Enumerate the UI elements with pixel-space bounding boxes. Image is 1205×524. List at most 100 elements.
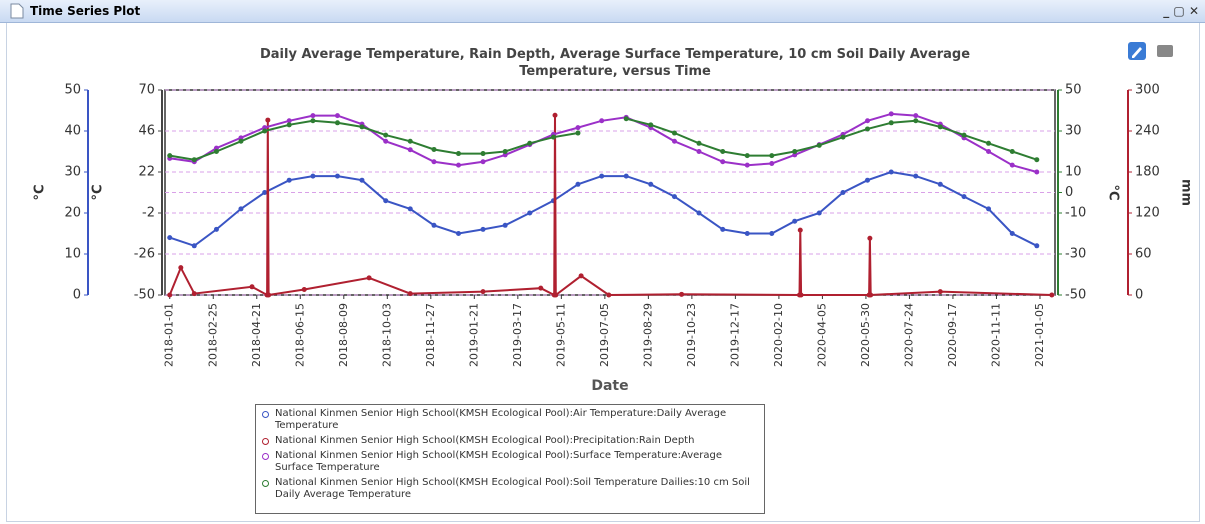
y-tick-label: 10 — [1065, 165, 1082, 180]
data-point — [238, 138, 244, 144]
legend-item[interactable]: National Kinmen Senior High School(KMSH … — [262, 477, 758, 501]
x-tick-label: 2019-03-17 — [511, 303, 524, 367]
data-point — [888, 111, 894, 117]
data-point — [265, 117, 271, 123]
data-point — [366, 275, 372, 281]
data-point — [480, 159, 486, 165]
x-tick-label: 2019-05-11 — [554, 303, 567, 367]
x-tick-label: 2018-02-25 — [206, 303, 219, 367]
data-point — [552, 112, 558, 118]
y-axis-label: °C — [33, 184, 48, 200]
data-point — [213, 226, 219, 232]
data-point — [431, 159, 437, 165]
data-point — [865, 118, 871, 124]
data-point — [575, 130, 581, 136]
x-tick-label: 2018-01-01 — [163, 303, 176, 367]
x-tick-label: 2020-07-24 — [902, 303, 915, 367]
data-point — [720, 159, 726, 165]
y-tick-label: 120 — [1135, 206, 1160, 221]
y-tick-label: 22 — [138, 165, 155, 180]
x-tick-label: 2019-12-17 — [728, 303, 741, 367]
x-tick-label: 2018-06-15 — [293, 303, 306, 367]
data-point — [213, 149, 219, 154]
data-point — [720, 226, 726, 232]
data-point — [286, 118, 292, 124]
data-point — [334, 113, 340, 119]
data-point — [266, 292, 272, 298]
data-point — [671, 138, 677, 144]
data-point — [178, 265, 184, 271]
data-point — [502, 152, 508, 158]
data-point — [310, 173, 316, 179]
data-point — [769, 160, 775, 166]
title-bar: Time Series Plot _ ▢ ✕ — [0, 0, 1205, 23]
data-point — [769, 153, 775, 159]
legend-marker — [262, 480, 269, 487]
data-point — [696, 210, 702, 216]
x-tick-label: 2018-04-21 — [250, 303, 263, 367]
data-point — [679, 291, 685, 297]
x-tick-label: 2018-10-03 — [380, 303, 393, 367]
data-point — [696, 149, 702, 154]
data-point — [744, 153, 750, 159]
data-point — [553, 292, 559, 298]
data-point — [538, 285, 544, 291]
data-point — [238, 206, 244, 212]
data-point — [1034, 169, 1040, 175]
legend-item[interactable]: National Kinmen Senior High School(KMSH … — [262, 408, 758, 432]
y-tick-label: 30 — [64, 165, 81, 180]
data-point — [961, 194, 967, 200]
doc-icon — [10, 3, 24, 19]
data-point — [310, 113, 316, 119]
legend-label: National Kinmen Senior High School(KMSH … — [275, 477, 750, 500]
data-point — [301, 287, 307, 293]
legend-label: National Kinmen Senior High School(KMSH … — [275, 450, 723, 473]
data-point — [407, 206, 413, 212]
data-point — [1034, 243, 1040, 249]
y-tick-label: -50 — [134, 288, 155, 303]
data-point — [578, 273, 584, 279]
legend-item[interactable]: National Kinmen Senior High School(KMSH … — [262, 435, 758, 447]
y-tick-label: 20 — [64, 206, 81, 221]
chart-title: Daily Average Temperature, Rain Depth, A… — [259, 47, 971, 79]
data-point — [986, 149, 992, 154]
window-controls[interactable]: _ ▢ ✕ — [1163, 4, 1199, 18]
data-point — [407, 291, 413, 297]
data-point — [623, 173, 629, 179]
data-point — [456, 162, 462, 168]
x-tick-label: 2020-02-10 — [772, 303, 785, 367]
data-point — [456, 231, 462, 236]
data-point — [1009, 162, 1015, 168]
data-point — [937, 181, 943, 187]
data-point — [937, 124, 943, 130]
data-point — [262, 128, 268, 134]
data-point — [238, 135, 244, 141]
y-tick-label: -30 — [1065, 247, 1086, 262]
x-tick-label: 2019-01-21 — [467, 303, 480, 367]
y-tick-label: 30 — [1065, 124, 1082, 139]
x-tick-label: 2020-09-17 — [946, 303, 959, 367]
data-point — [480, 289, 486, 295]
data-point — [865, 126, 871, 132]
y-tick-label: 60 — [1135, 247, 1152, 262]
legend-item[interactable]: National Kinmen Senior High School(KMSH … — [262, 450, 758, 474]
data-point — [599, 173, 605, 179]
data-point — [888, 120, 894, 126]
window-body — [6, 23, 1200, 522]
data-point — [383, 198, 389, 204]
data-point — [167, 292, 173, 298]
y-tick-label: 50 — [1065, 83, 1082, 98]
data-point — [550, 134, 556, 140]
data-point — [623, 116, 629, 122]
x-tick-label: 2019-10-23 — [685, 303, 698, 367]
legend-label: National Kinmen Senior High School(KMSH … — [275, 435, 695, 446]
y-tick-label: 46 — [138, 124, 155, 139]
print-button[interactable] — [1157, 45, 1173, 57]
y-tick-label: 70 — [138, 83, 155, 98]
data-point — [480, 151, 486, 157]
data-point — [191, 243, 197, 249]
y-tick-label: 0 — [1135, 288, 1143, 303]
data-point — [696, 140, 702, 146]
x-tick-label: 2020-05-30 — [859, 303, 872, 367]
